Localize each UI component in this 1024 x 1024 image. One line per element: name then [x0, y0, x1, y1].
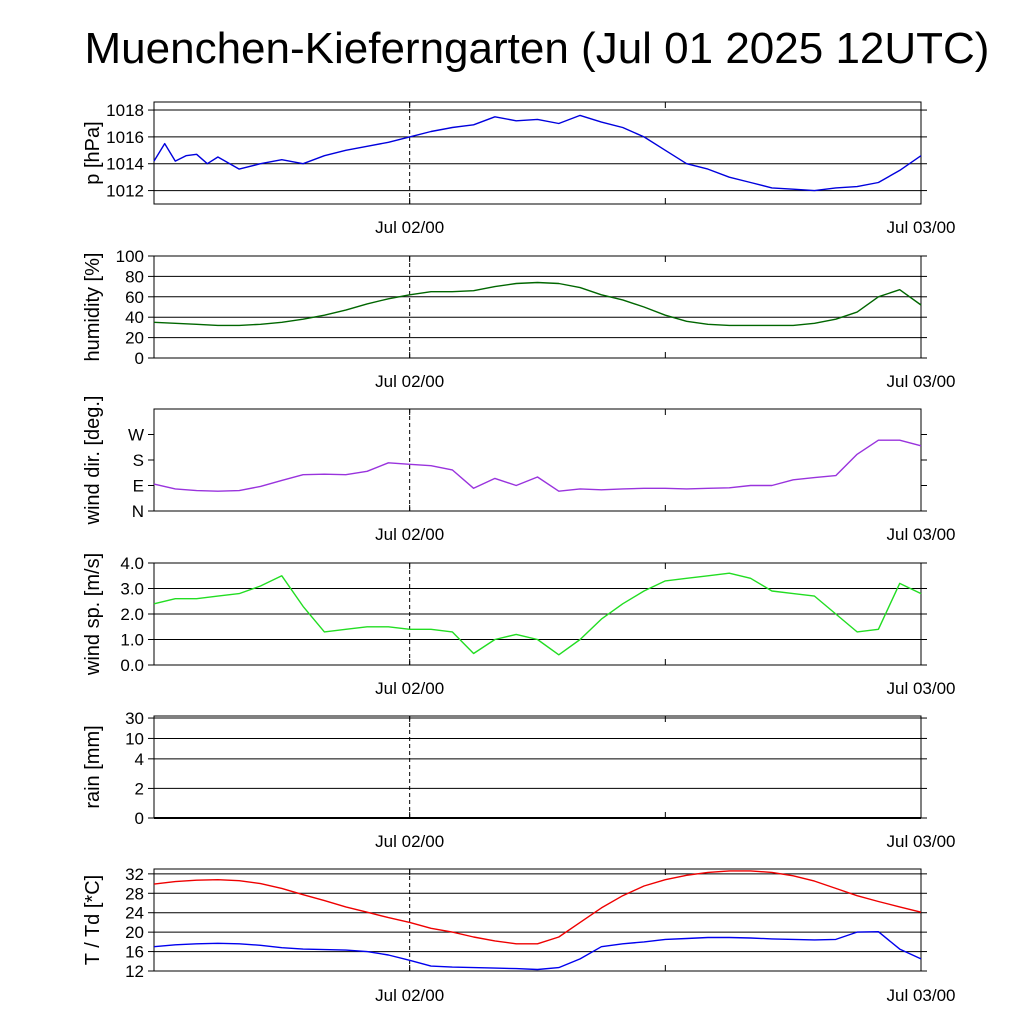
y-tick-label: 3.0 — [120, 580, 144, 599]
y-tick-label: 24 — [125, 904, 144, 923]
x-tick-label: Jul 02/00 — [375, 832, 444, 851]
x-tick-label: Jul 02/00 — [375, 372, 444, 391]
y-tick-label: 16 — [125, 943, 144, 962]
y-tick-label: 0 — [135, 809, 144, 828]
series-line-1 — [153, 281, 922, 327]
y-tick-label: 2 — [135, 779, 144, 798]
y-tick-label: E — [133, 477, 144, 496]
x-tick-label: Jul 02/00 — [375, 525, 444, 544]
x-tick-label: Jul 02/00 — [375, 986, 444, 1005]
series-line-2 — [153, 931, 922, 971]
series-line-1 — [153, 439, 922, 492]
y-tick-label: 10 — [125, 729, 144, 748]
y-axis-label: wind dir. [deg.] — [82, 396, 104, 526]
x-tick-label: Jul 03/00 — [887, 986, 956, 1005]
series-line-1 — [153, 572, 922, 656]
series-line-1 — [153, 114, 922, 192]
y-axis-label: wind sp. [m/s] — [82, 553, 104, 676]
y-tick-label: 1014 — [106, 155, 144, 174]
y-tick-label: 0.0 — [120, 656, 144, 675]
y-tick-label: 12 — [125, 962, 144, 981]
panel-frame — [153, 715, 922, 819]
x-tick-label: Jul 03/00 — [887, 832, 956, 851]
y-tick-label: 1016 — [106, 128, 144, 147]
y-tick-label: 100 — [116, 247, 144, 266]
y-tick-label: 32 — [125, 865, 144, 884]
y-tick-label: 1.0 — [120, 631, 144, 650]
x-tick-label: Jul 03/00 — [887, 372, 956, 391]
y-tick-label: 60 — [125, 288, 144, 307]
panel-frame — [153, 562, 922, 666]
y-tick-label: 80 — [125, 267, 144, 286]
y-tick-label: 40 — [125, 308, 144, 327]
y-tick-label: 4 — [135, 750, 144, 769]
panel-frame — [153, 408, 922, 512]
chart-title: Muenchen-Kieferngarten (Jul 01 2025 12UT… — [84, 24, 990, 73]
y-tick-label: 20 — [125, 329, 144, 348]
panel-frame — [153, 868, 922, 972]
series-line-1 — [153, 870, 922, 945]
x-tick-label: Jul 02/00 — [375, 679, 444, 698]
y-tick-label: 1018 — [106, 101, 144, 120]
y-tick-label: 30 — [125, 709, 144, 728]
panel-frame — [153, 101, 922, 205]
y-tick-label: W — [128, 426, 144, 445]
x-tick-label: Jul 03/00 — [887, 679, 956, 698]
y-axis-label: humidity [%] — [82, 253, 104, 362]
y-axis-label: T / Td [*C] — [82, 875, 104, 965]
y-tick-label: 28 — [125, 884, 144, 903]
y-tick-label: 20 — [125, 923, 144, 942]
x-tick-label: Jul 03/00 — [887, 218, 956, 237]
y-tick-label: 0 — [135, 349, 144, 368]
y-tick-label: N — [132, 502, 144, 521]
y-axis-label: p [hPa] — [82, 121, 104, 184]
x-tick-label: Jul 02/00 — [375, 218, 444, 237]
panel-frame — [153, 255, 922, 359]
x-tick-label: Jul 03/00 — [887, 525, 956, 544]
y-axis-label: rain [mm] — [82, 725, 104, 808]
y-tick-label: 2.0 — [120, 605, 144, 624]
y-tick-label: 4.0 — [120, 554, 144, 573]
y-tick-label: 1012 — [106, 182, 144, 201]
y-tick-label: S — [133, 451, 144, 470]
